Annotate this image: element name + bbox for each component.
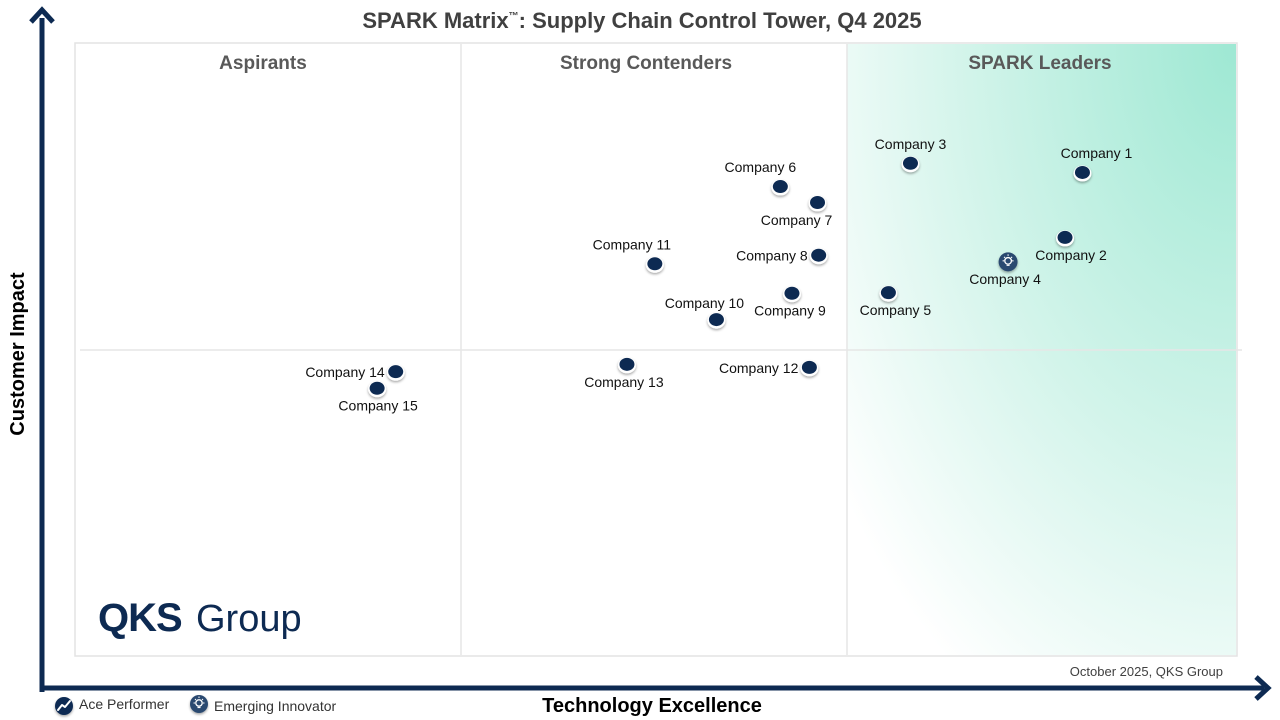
data-point-company-5: Company 5 <box>860 285 932 318</box>
x-axis-arrowhead <box>1254 675 1272 701</box>
point-label-company-11: Company 11 <box>593 236 672 252</box>
marker-dot <box>772 180 788 194</box>
logo-group: Group <box>196 598 302 640</box>
point-label-company-4: Company 4 <box>969 271 1041 287</box>
data-point-company-14: Company 14 <box>305 364 405 381</box>
chart-title-suffix: : Supply Chain Control Tower, Q4 2025 <box>519 8 922 33</box>
data-point-company-12: Company 12 <box>719 360 819 377</box>
marker-dot <box>388 365 404 379</box>
data-point-company-11: Company 11 <box>593 236 672 273</box>
data-point-company-7: Company 7 <box>761 195 833 228</box>
point-label-company-13: Company 13 <box>584 374 664 390</box>
point-label-company-6: Company 6 <box>725 159 797 175</box>
column-header-aspirants: Aspirants <box>219 53 307 74</box>
data-point-company-15: Company 15 <box>338 381 418 414</box>
y-axis <box>29 6 55 692</box>
marker-dot <box>784 286 800 300</box>
chart-title: SPARK Matrix™: Supply Chain Control Towe… <box>362 8 921 33</box>
point-label-company-3: Company 3 <box>875 136 947 152</box>
x-axis <box>40 675 1272 701</box>
marker-dot <box>801 360 817 374</box>
qks-group-logo: QKS Group <box>98 596 302 640</box>
marker-dot <box>902 156 918 170</box>
lightbulb-icon <box>1002 254 1014 266</box>
trend-up-icon <box>55 697 73 715</box>
marker-dot <box>810 195 826 209</box>
point-label-company-5: Company 5 <box>860 302 932 318</box>
legend-item-ace-performer: Ace Performer <box>55 696 170 715</box>
legend-label-emerging-innovator: Emerging Innovator <box>214 698 337 714</box>
data-point-company-2: Company 2 <box>1035 230 1107 263</box>
legend-item-emerging-innovator: Emerging Innovator <box>190 695 337 714</box>
marker-dot <box>647 257 663 271</box>
data-point-company-8: Company 8 <box>736 248 828 265</box>
date-source-annotation: October 2025, QKS Group <box>1070 664 1223 679</box>
emerging-innovator-marker <box>998 252 1018 272</box>
y-axis-arrowhead <box>29 6 55 24</box>
data-point-company-4: Company 4 <box>969 252 1041 287</box>
marker-dot <box>880 286 896 300</box>
point-label-company-7: Company 7 <box>761 212 833 228</box>
column-header-spark-leaders: SPARK Leaders <box>968 53 1111 74</box>
data-point-company-1: Company 1 <box>1061 145 1133 182</box>
y-axis-label: Customer Impact <box>7 272 29 436</box>
marker-dot <box>1057 230 1073 244</box>
point-label-company-14: Company 14 <box>305 364 385 380</box>
marker-dot <box>708 313 724 327</box>
point-label-company-15: Company 15 <box>338 398 418 414</box>
point-label-company-1: Company 1 <box>1061 145 1133 161</box>
chart-title-main: SPARK Matrix <box>362 8 509 33</box>
data-point-company-3: Company 3 <box>875 136 947 173</box>
data-point-company-10: Company 10 <box>665 295 745 329</box>
legend-label-ace-performer: Ace Performer <box>79 696 170 712</box>
marker-dot <box>1074 165 1090 179</box>
data-points: Company 1 Company 2 Company 3 Company 4 Comp… <box>305 136 1132 414</box>
point-label-company-10: Company 10 <box>665 295 745 311</box>
logo-qks: QKS <box>98 596 182 640</box>
data-point-company-9: Company 9 <box>754 286 826 319</box>
x-axis-label: Technology Excellence <box>542 695 762 717</box>
marker-dot <box>619 357 635 371</box>
point-label-company-12: Company 12 <box>719 360 799 376</box>
lightbulb-icon <box>190 695 208 713</box>
point-label-company-9: Company 9 <box>754 303 826 319</box>
marker-dot <box>369 381 385 395</box>
point-label-company-8: Company 8 <box>736 248 808 264</box>
legend: Ace Performer Emerging Innovator <box>55 695 337 715</box>
data-point-company-13: Company 13 <box>584 357 664 390</box>
point-label-company-2: Company 2 <box>1035 247 1107 263</box>
marker-dot <box>811 248 827 262</box>
trademark-symbol: ™ <box>509 11 519 22</box>
column-header-strong-contenders: Strong Contenders <box>560 53 732 74</box>
data-point-company-6: Company 6 <box>725 159 797 196</box>
